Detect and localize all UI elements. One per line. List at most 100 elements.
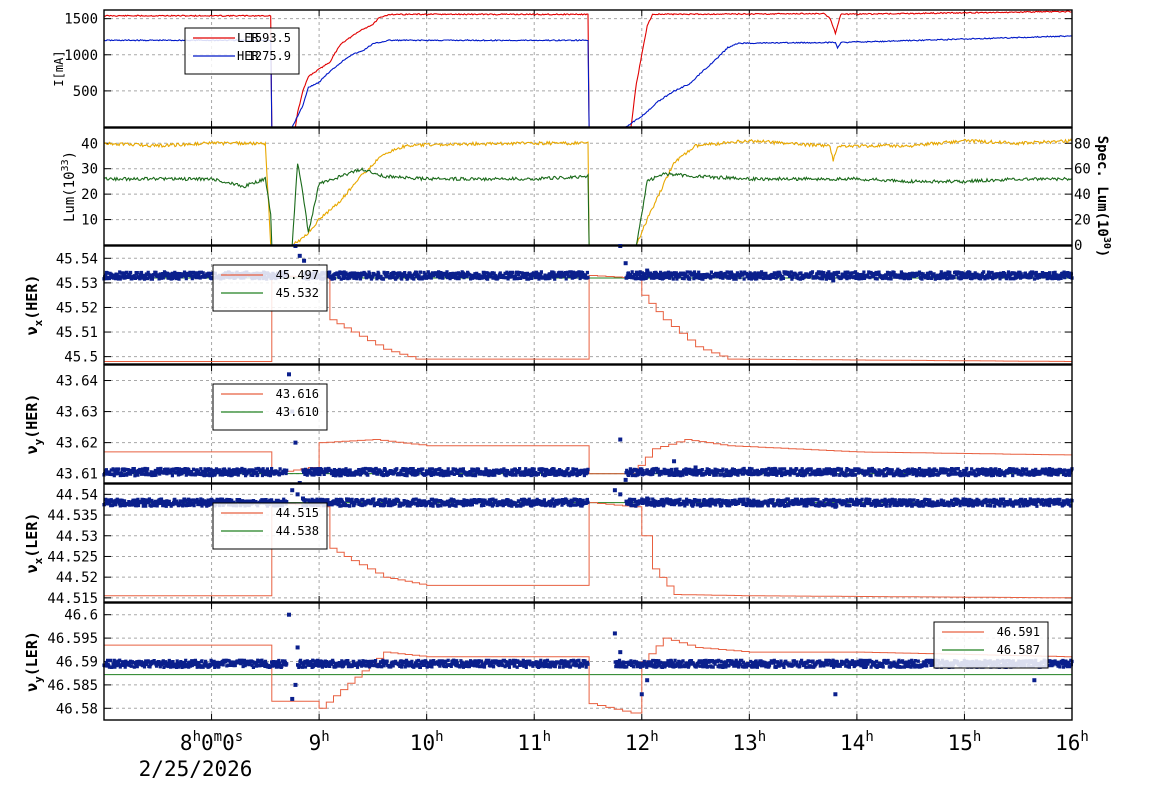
measured-tune-outlier — [618, 437, 623, 442]
time-tick-hour: 13 — [732, 731, 757, 755]
measured-tune-outlier — [623, 477, 628, 482]
measured-tune-outlier — [295, 645, 300, 650]
legend-value: 1275.9 — [248, 49, 291, 63]
time-tick-hour: 10 — [410, 731, 435, 755]
y-axis-label-subscript: x — [32, 557, 45, 564]
y-axis-label-greek: ν — [23, 683, 41, 692]
legend-box — [212, 264, 328, 312]
y-tick-label: 40 — [81, 136, 98, 152]
y-axis-label-subscript: x — [32, 319, 45, 326]
measured-tune-outlier — [290, 488, 295, 493]
y-tick-label: 46.6 — [64, 608, 98, 624]
y-axis-label-greek: ν — [23, 564, 41, 573]
legend-value: 46.587 — [997, 643, 1040, 657]
y-axis-label-subscript: y — [32, 438, 45, 445]
time-tick-hour-suffix: h — [543, 729, 551, 745]
legend: 43.616 43.610 — [212, 383, 328, 431]
y-tick-label: 44.53 — [56, 529, 98, 545]
time-tick-label: 13h — [732, 729, 766, 755]
y-tick-label: 30 — [81, 162, 98, 178]
legend-value: 44.515 — [276, 506, 319, 520]
measured-tune-outlier — [286, 612, 291, 617]
time-tick-seconds: 0 — [222, 731, 235, 755]
time-tick-hour-suffix: h — [1080, 729, 1088, 745]
legend-value: 1593.5 — [248, 31, 291, 45]
legend-box — [184, 27, 300, 75]
y-axis-label-close: ) — [62, 151, 78, 159]
y-tick-label: 43.62 — [56, 436, 98, 452]
measured-tune-outlier — [618, 492, 623, 497]
panel-nux_ler: 44.515 44.52 44.525 44.53 44.535 44.54 νx(LER)… — [23, 483, 1074, 607]
measured-tune-outlier — [290, 696, 295, 701]
y-axis-label-rest: (LER) — [23, 513, 41, 558]
y2-tick-label: 0 — [1074, 238, 1082, 254]
y-tick-label: 45.54 — [56, 251, 98, 267]
y-tick-label: 44.54 — [56, 487, 98, 503]
y2-tick-label: 20 — [1074, 213, 1091, 229]
measured-tune-outlier — [295, 492, 300, 497]
time-tick-label: 12h — [625, 729, 659, 755]
time-tick-hour: 15 — [948, 731, 973, 755]
legend: 46.591 46.587 — [933, 621, 1049, 669]
time-tick-minutes: 0 — [201, 731, 214, 755]
time-tick-hour-suffix: h — [650, 729, 658, 745]
measured-tune-outlier — [300, 496, 305, 501]
panel-frame — [103, 483, 1073, 603]
y-tick-label: 500 — [73, 84, 98, 100]
y2-axis-label-exponent: 30 — [1101, 237, 1112, 249]
time-tick-minutes-suffix: m — [214, 729, 222, 745]
series-line-ler — [103, 10, 1073, 128]
y-tick-label: 10 — [81, 213, 98, 229]
y-axis-label-greek: ν — [23, 326, 41, 335]
y-tick-label: 45.52 — [56, 300, 98, 316]
y-axis-label-subscript: y — [32, 676, 45, 683]
legend: 44.515 44.538 — [212, 502, 328, 550]
legend-box — [933, 621, 1049, 669]
y-axis-label: νy(HER) — [23, 394, 45, 455]
measured-tune-outlier — [293, 440, 298, 445]
legend: 45.497 45.532 — [212, 264, 328, 312]
legend-value: 44.538 — [276, 524, 319, 538]
time-tick-hour: 8 — [180, 731, 193, 755]
y-axis-label: νx(LER) — [23, 513, 45, 574]
time-tick-hour-suffix: h — [193, 729, 201, 745]
y-tick-label: 45.53 — [56, 276, 98, 292]
y-axis-label-greek: ν — [23, 445, 41, 454]
measured-tune-outlier — [286, 372, 291, 377]
measured-tune-outlier — [645, 496, 650, 501]
time-tick-label: 9h — [309, 729, 330, 755]
y-axis-label: νx(HER) — [23, 275, 45, 336]
legend-box — [212, 502, 328, 550]
time-tick-hour: 9 — [309, 731, 322, 755]
y-tick-label: 20 — [81, 187, 98, 203]
y-tick-label: 44.535 — [47, 508, 98, 524]
panel-frame — [103, 602, 1073, 721]
y-tick-label: 44.52 — [56, 570, 98, 586]
y-tick-label: 46.595 — [47, 631, 98, 647]
y2-axis-label: Spec. Lum(1030) — [1094, 136, 1112, 258]
y-tick-label: 45.51 — [56, 325, 98, 341]
panel-frame — [103, 245, 1073, 365]
series-line-lum — [103, 163, 1073, 246]
time-tick-seconds-suffix: s — [235, 729, 243, 745]
legend-value: 43.616 — [276, 387, 319, 401]
y2-axis-label-base: Spec. Lum(10 — [1094, 136, 1110, 237]
y-tick-label: 43.61 — [56, 467, 98, 483]
legend-value: 43.610 — [276, 405, 319, 419]
time-tick-label: 16h — [1055, 729, 1089, 755]
y-tick-label: 46.59 — [56, 655, 98, 671]
time-tick-hour-suffix: h — [865, 729, 873, 745]
panel-frame — [103, 9, 1073, 128]
y-axis-label-rest: (HER) — [23, 275, 41, 320]
measured-tune-outlier — [833, 692, 838, 697]
time-tick-hour: 12 — [625, 731, 650, 755]
time-tick-label: 8h0m0s — [180, 729, 243, 755]
y-axis-label: Lum(1033) — [60, 151, 78, 222]
y-axis-label-rest: (LER) — [23, 631, 41, 676]
time-axis-date: 2/25/2026 — [139, 757, 253, 781]
